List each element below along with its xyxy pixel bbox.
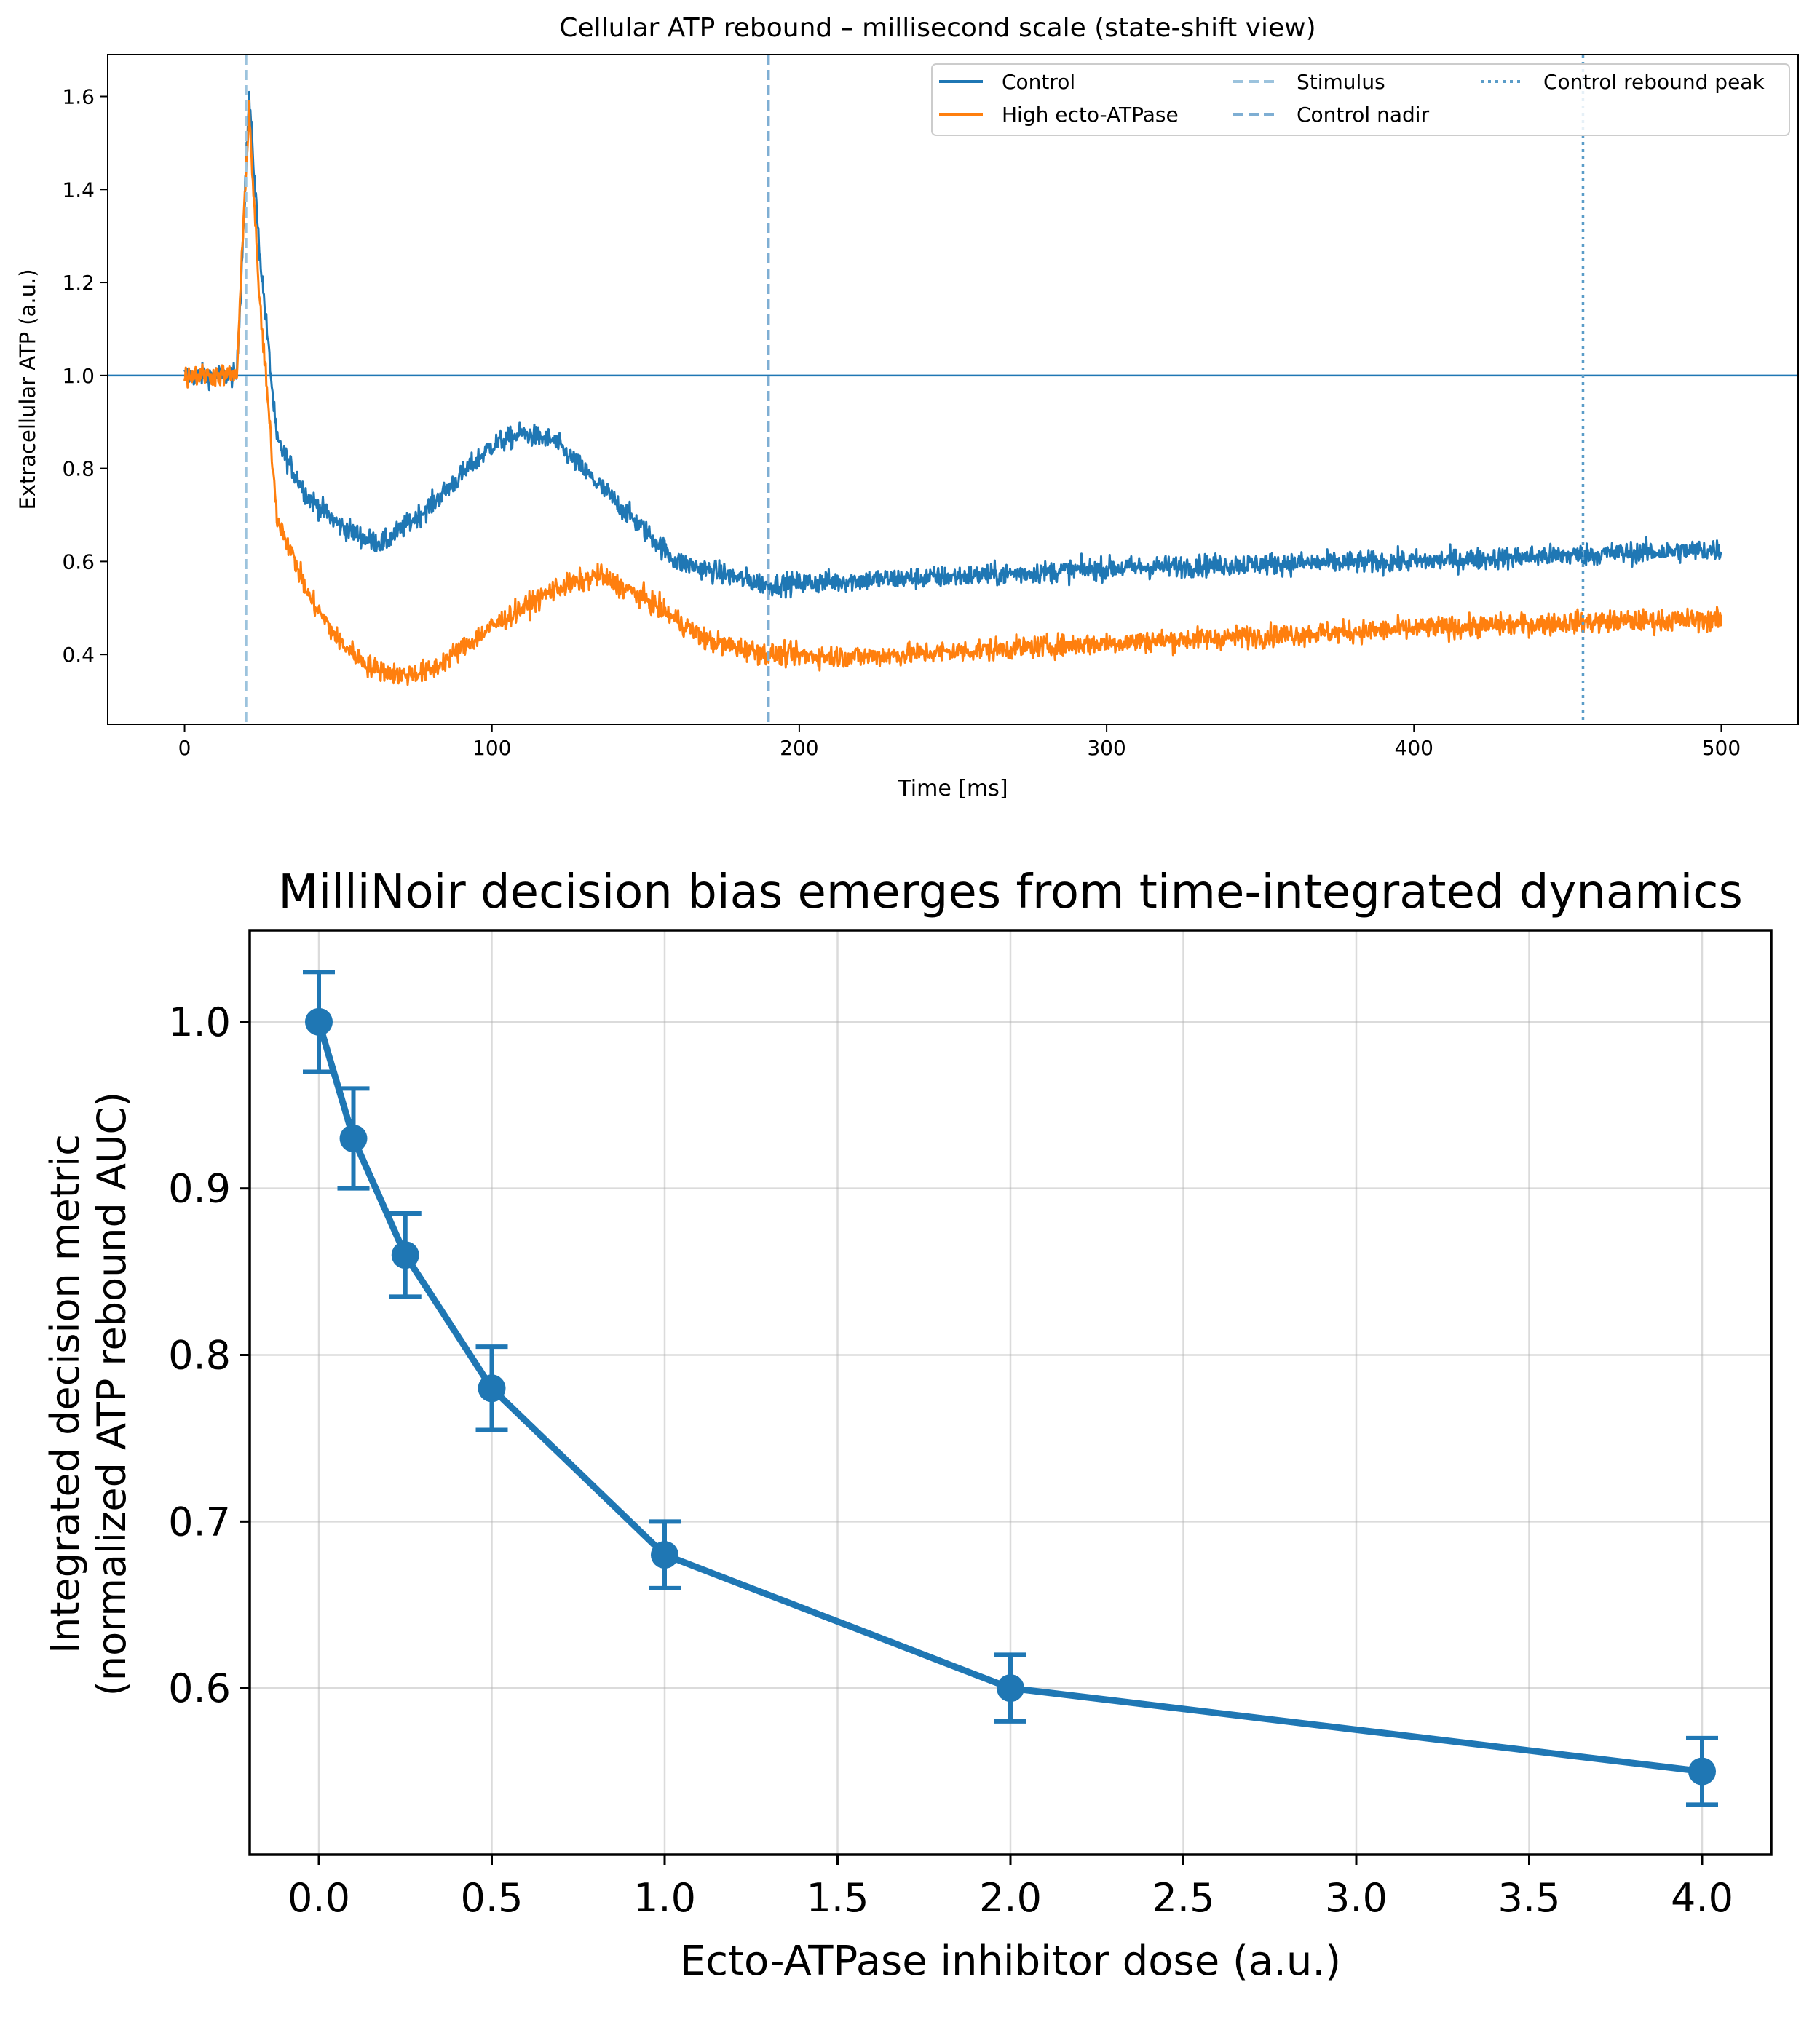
bottom-y-axis-label: Integrated decision metric bbox=[42, 1134, 88, 1654]
bottom-x-axis-label: Ecto-ATPase inhibitor dose (a.u.) bbox=[680, 1938, 1341, 1985]
bottom-x-tick-label: 4.0 bbox=[1671, 1875, 1733, 1921]
top-x-tick-label: 400 bbox=[1395, 736, 1433, 760]
data-point bbox=[303, 970, 335, 1074]
legend-entry-high-ecto-atpase: High ecto-ATPase bbox=[939, 103, 1179, 127]
data-marker bbox=[1688, 1757, 1716, 1786]
atp-rebound-chart: Cellular ATP rebound – millisecond scale… bbox=[15, 13, 1799, 801]
legend-entry-control-rebound-peak: Control rebound peak bbox=[1481, 70, 1765, 94]
legend-label-control-rebound-peak: Control rebound peak bbox=[1543, 70, 1765, 94]
series-line-control bbox=[183, 90, 1722, 599]
data-point bbox=[337, 1086, 370, 1191]
legend-label-control: Control bbox=[1002, 70, 1075, 94]
bottom-y-tick-label: 0.9 bbox=[168, 1166, 231, 1212]
legend-label-control-nadir: Control nadir bbox=[1297, 103, 1430, 127]
top-x-tick-label: 100 bbox=[472, 736, 511, 760]
bottom-x-tick-label: 3.5 bbox=[1498, 1875, 1561, 1921]
data-marker bbox=[478, 1374, 506, 1403]
bottom-grid bbox=[250, 930, 1771, 1855]
bottom-x-tick-label: 0.0 bbox=[288, 1875, 350, 1921]
top-x-axis-label: Time [ms] bbox=[897, 776, 1008, 801]
top-y-tick-label: 1.4 bbox=[62, 178, 95, 202]
bottom-plot-frame bbox=[248, 929, 1773, 1856]
data-point bbox=[389, 1211, 422, 1299]
top-chart-legend: Control High ecto-ATPase Stimulus Contro… bbox=[931, 63, 1790, 136]
data-point bbox=[1686, 1735, 1718, 1807]
bottom-x-tick-label: 1.5 bbox=[807, 1875, 869, 1921]
legend-entry-control-nadir: Control nadir bbox=[1233, 103, 1430, 127]
top-y-tick-label: 0.8 bbox=[62, 457, 95, 481]
top-plot-frame bbox=[107, 54, 1799, 725]
bottom-x-tick-label: 1.0 bbox=[633, 1875, 696, 1921]
top-chart-title: Cellular ATP rebound – millisecond scale… bbox=[559, 13, 1315, 43]
top-x-tick-label: 500 bbox=[1702, 736, 1741, 760]
data-marker bbox=[997, 1674, 1024, 1703]
top-x-tick-label: 0 bbox=[178, 736, 191, 760]
top-y-axis-label: Extracellular ATP (a.u.) bbox=[15, 269, 40, 510]
data-marker bbox=[305, 1007, 333, 1036]
series-line-high-ecto-atpase bbox=[183, 100, 1722, 686]
top-y-tick-label: 1.6 bbox=[62, 85, 95, 109]
bottom-y-tick-label: 0.6 bbox=[168, 1665, 231, 1711]
bottom-x-tick-label: 2.0 bbox=[979, 1875, 1042, 1921]
bottom-y-tick-label: 1.0 bbox=[168, 999, 231, 1045]
top-y-tick-label: 0.4 bbox=[62, 643, 95, 667]
data-point bbox=[649, 1519, 681, 1590]
data-marker bbox=[339, 1125, 368, 1153]
top-y-axis-ticks: 0.4 0.6 0.8 1.0 1.2 1.4 1.6 bbox=[62, 85, 108, 667]
bottom-plot-content bbox=[303, 970, 1718, 1807]
bottom-x-axis-ticks: 0.0 0.5 1.0 1.5 2.0 2.5 3.0 3.5 4.0 bbox=[288, 1855, 1733, 1921]
data-point bbox=[994, 1652, 1026, 1724]
legend-label-stimulus: Stimulus bbox=[1297, 70, 1385, 94]
bottom-y-tick-label: 0.7 bbox=[168, 1499, 231, 1545]
bottom-y-tick-label: 0.8 bbox=[168, 1333, 231, 1379]
data-marker bbox=[651, 1541, 678, 1569]
top-y-tick-label: 1.0 bbox=[62, 364, 95, 388]
bottom-x-tick-label: 2.5 bbox=[1152, 1875, 1215, 1921]
top-y-tick-label: 0.6 bbox=[62, 550, 95, 574]
bottom-x-tick-label: 0.5 bbox=[461, 1875, 523, 1921]
top-x-tick-label: 200 bbox=[780, 736, 818, 760]
data-marker bbox=[391, 1241, 419, 1269]
top-x-axis-ticks: 0 100 200 300 400 500 bbox=[178, 724, 1741, 760]
bottom-chart-title: MilliNoir decision bias emerges from tim… bbox=[278, 865, 1743, 919]
legend-entry-control: Control bbox=[939, 70, 1075, 94]
bottom-x-tick-label: 3.0 bbox=[1325, 1875, 1388, 1921]
top-plot-area bbox=[108, 55, 1798, 724]
top-x-tick-label: 300 bbox=[1087, 736, 1125, 760]
top-y-tick-label: 1.2 bbox=[62, 271, 95, 295]
bottom-y-axis-label-line2: (normalized ATP rebound AUC) bbox=[89, 1092, 135, 1696]
decision-bias-chart: MilliNoir decision bias emerges from tim… bbox=[42, 865, 1773, 1985]
legend-box bbox=[931, 63, 1790, 136]
legend-entry-stimulus: Stimulus bbox=[1233, 70, 1385, 94]
bottom-y-axis-ticks: 0.6 0.7 0.8 0.9 1.0 bbox=[168, 999, 250, 1711]
legend-label-high-ecto-atpase: High ecto-ATPase bbox=[1002, 103, 1179, 127]
data-point bbox=[475, 1344, 508, 1432]
top-plot-content bbox=[108, 55, 1798, 724]
